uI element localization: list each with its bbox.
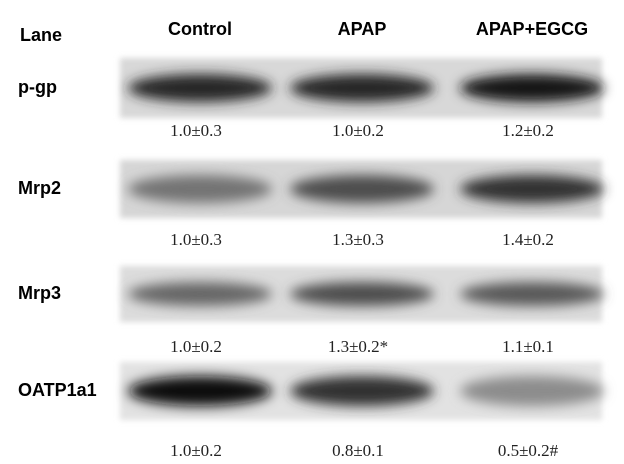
quant-value: 1.3±0.2* xyxy=(328,337,388,356)
band xyxy=(128,376,272,406)
row-label: OATP1a1 xyxy=(18,380,97,400)
lane-label: APAP+EGCG xyxy=(476,19,588,39)
quant-value: 1.0±0.2 xyxy=(170,337,222,356)
band xyxy=(290,282,434,306)
lane-header: Lane xyxy=(20,25,62,45)
band xyxy=(128,282,272,306)
band xyxy=(460,376,604,406)
band xyxy=(460,74,604,102)
band xyxy=(128,175,272,203)
blot-strip xyxy=(120,58,604,118)
band xyxy=(290,376,434,406)
quant-value: 1.0±0.3 xyxy=(170,121,222,140)
quant-value: 1.0±0.2 xyxy=(332,121,384,140)
lane-label: APAP xyxy=(338,19,387,39)
quant-value: 1.2±0.2 xyxy=(502,121,554,140)
quant-value: 1.3±0.3 xyxy=(332,230,384,249)
band xyxy=(460,175,604,203)
band xyxy=(460,282,604,306)
band xyxy=(290,74,434,102)
lane-label: Control xyxy=(168,19,232,39)
figure: Lane Control APAP APAP+EGCG p-gp 1.0±0.3 1.0±… xyxy=(0,0,624,464)
row-label: Mrp2 xyxy=(18,178,61,198)
quant-value: 1.1±0.1 xyxy=(502,337,554,356)
band xyxy=(290,175,434,203)
band xyxy=(128,74,272,102)
quant-value: 1.4±0.2 xyxy=(502,230,554,249)
blot-strip xyxy=(120,362,604,420)
row-label: Mrp3 xyxy=(18,283,61,303)
quant-value: 0.5±0.2# xyxy=(498,441,559,460)
row-label: p-gp xyxy=(18,77,57,97)
quant-value: 1.0±0.2 xyxy=(170,441,222,460)
blot-strip xyxy=(120,160,604,218)
quant-value: 0.8±0.1 xyxy=(332,441,384,460)
blot-strip xyxy=(120,266,604,322)
quant-value: 1.0±0.3 xyxy=(170,230,222,249)
